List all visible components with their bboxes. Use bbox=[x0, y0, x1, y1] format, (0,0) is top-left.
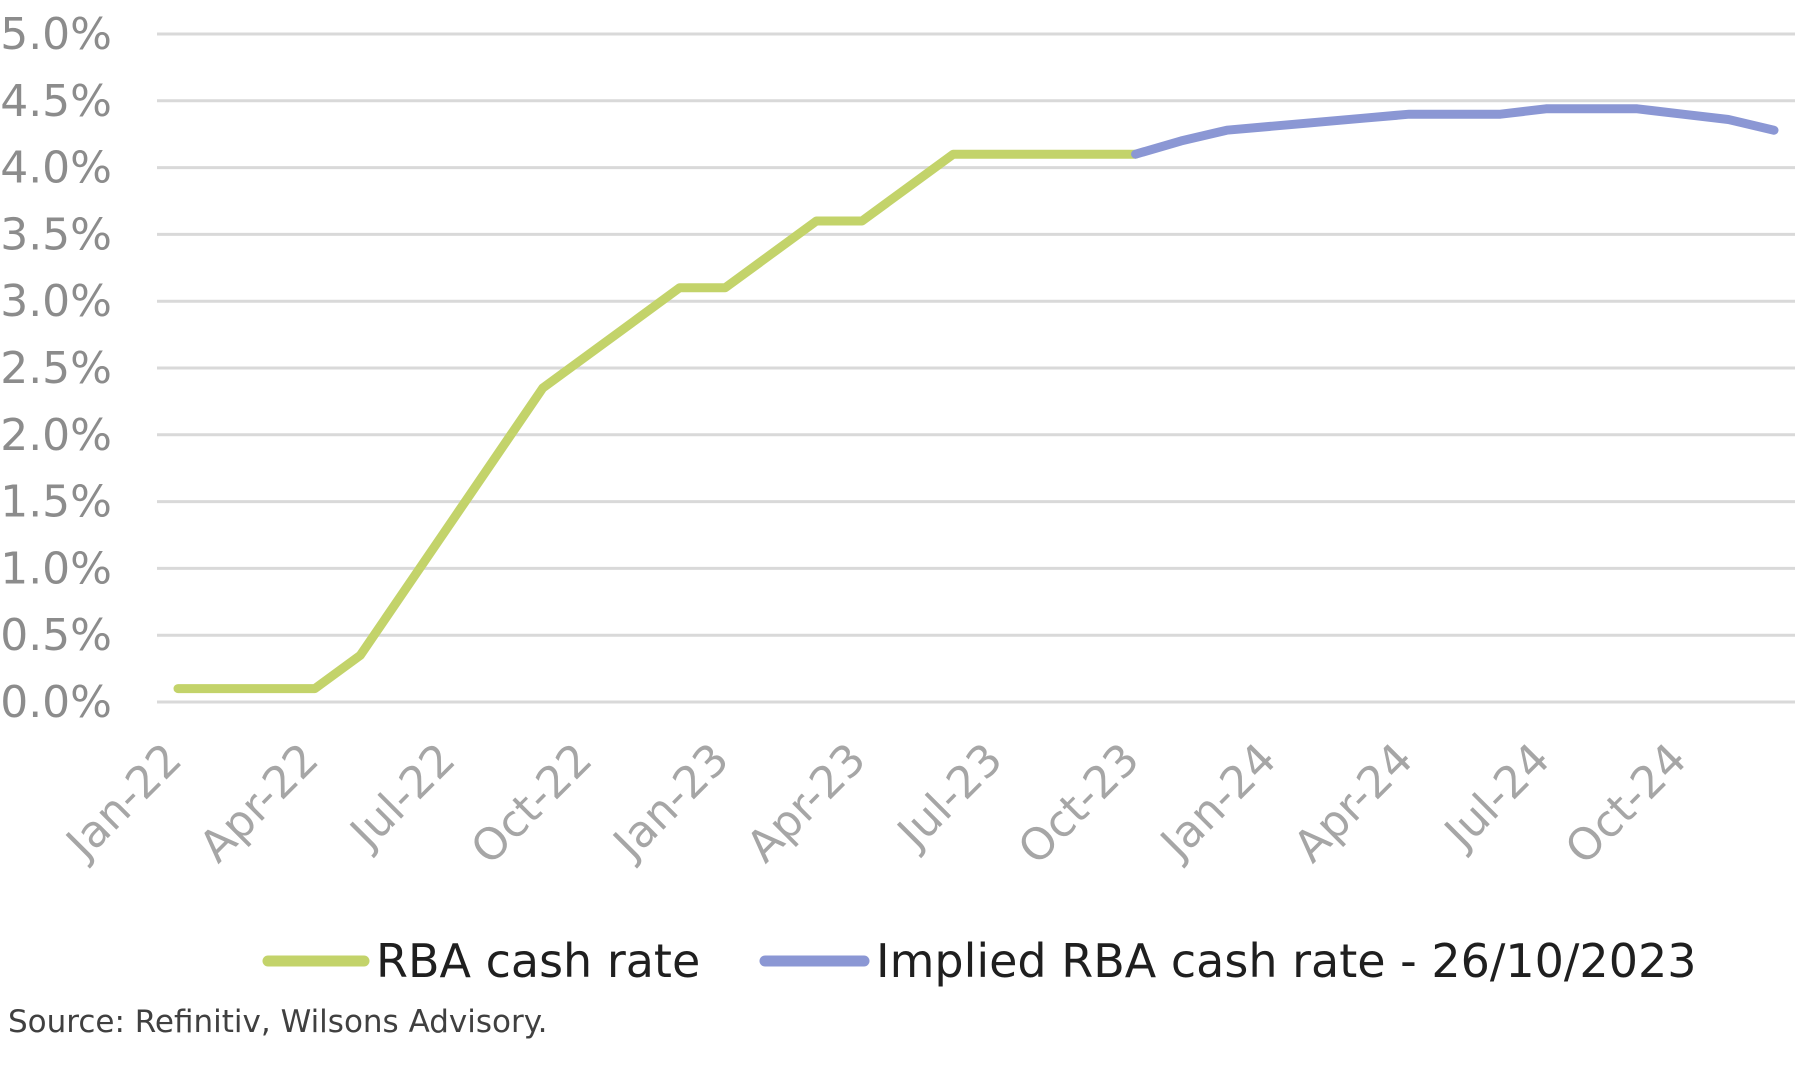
y-axis-ticks: 0.0% 0.5% 1.0% 1.5% 2.0% 2.5% 3.0% 3.5% 4.0% 4.5%… bbox=[0, 9, 112, 728]
y-tick-label: 1.0% bbox=[0, 543, 112, 594]
gridlines bbox=[157, 32, 1795, 704]
x-tick-label: Apr-23 bbox=[737, 734, 876, 873]
x-tick-label: Jan-22 bbox=[55, 734, 192, 871]
x-tick-label: Jan-24 bbox=[1149, 734, 1286, 871]
y-tick-label: 3.5% bbox=[0, 209, 112, 260]
x-tick-label: Apr-24 bbox=[1284, 734, 1423, 873]
y-tick-label: 5.0% bbox=[0, 9, 112, 60]
y-tick-label: 0.0% bbox=[0, 677, 112, 728]
y-tick-label: 3.0% bbox=[0, 276, 112, 327]
x-tick-label: Oct-22 bbox=[461, 734, 602, 875]
y-tick-label: 2.5% bbox=[0, 343, 112, 394]
x-tick-label: Oct-23 bbox=[1009, 734, 1150, 875]
y-tick-label: 2.0% bbox=[0, 410, 112, 461]
x-tick-label: Jan-23 bbox=[602, 734, 739, 871]
x-tick-label: Apr-22 bbox=[190, 734, 329, 873]
x-tick-label: Jul-24 bbox=[1433, 734, 1560, 861]
series-line-1 bbox=[1131, 104, 1779, 159]
legend-label-1: Implied RBA cash rate - 26/10/2023 bbox=[876, 934, 1697, 988]
y-tick-label: 1.5% bbox=[0, 477, 112, 528]
legend: RBA cash rate Implied RBA cash rate - 26/… bbox=[262, 934, 1697, 988]
legend-label-0: RBA cash rate bbox=[376, 934, 700, 988]
x-tick-label: Jul-22 bbox=[339, 734, 466, 861]
y-tick-label: 4.5% bbox=[0, 76, 112, 127]
series-line-0 bbox=[173, 149, 1141, 694]
x-tick-label: Jul-23 bbox=[886, 734, 1013, 861]
y-tick-label: 0.5% bbox=[0, 610, 112, 661]
y-tick-label: 4.0% bbox=[0, 143, 112, 194]
x-tick-label: Oct-24 bbox=[1556, 734, 1697, 875]
series-lines bbox=[173, 104, 1779, 694]
source-note: Source: Refinitiv, Wilsons Advisory. bbox=[8, 1004, 548, 1040]
